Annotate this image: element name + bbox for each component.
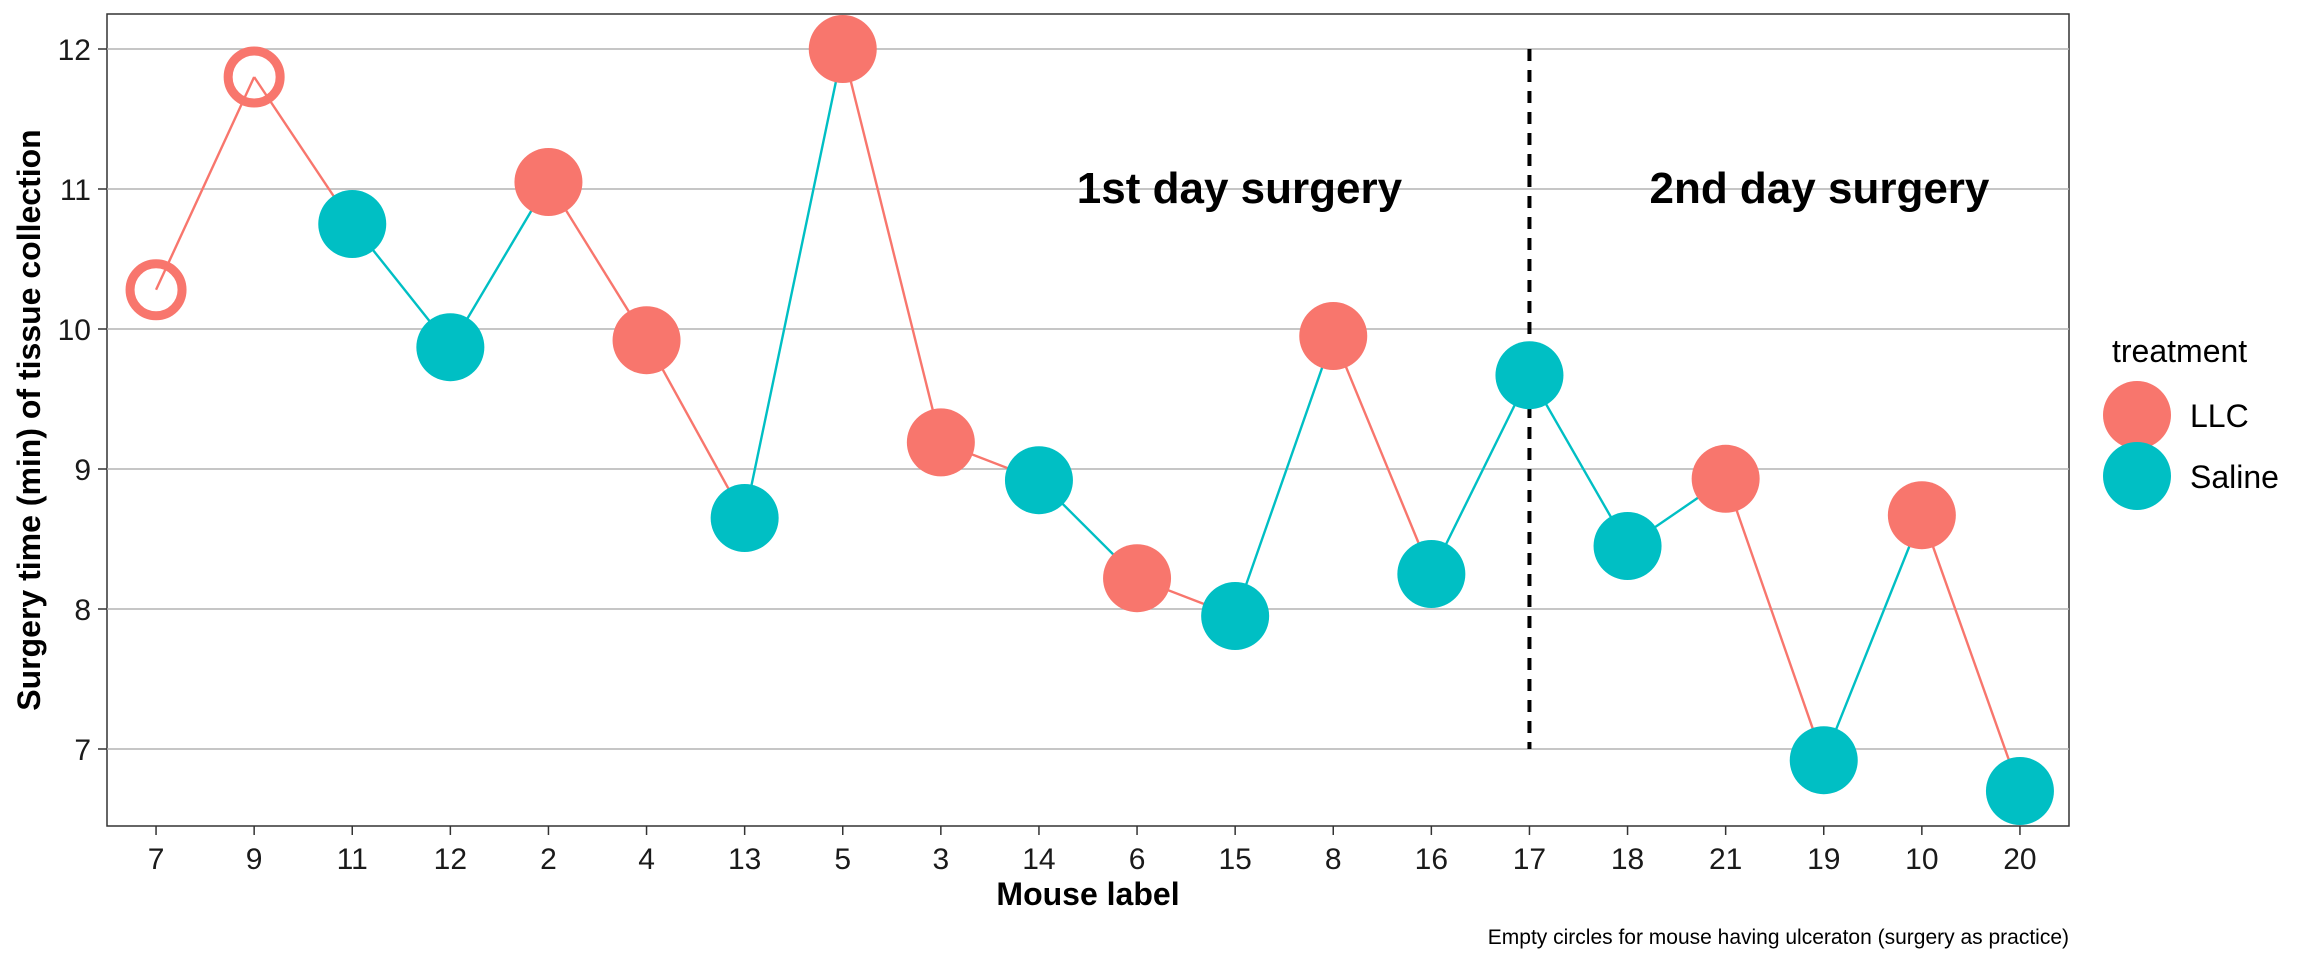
series-segment — [841, 48, 943, 443]
data-point — [710, 484, 779, 552]
point-layer — [125, 15, 2054, 825]
x-tick-label: 15 — [1218, 843, 1251, 876]
data-point — [1201, 582, 1270, 650]
data-point — [1004, 446, 1073, 515]
x-tick-label: 8 — [1325, 843, 1342, 876]
legend-label-llc: LLC — [2190, 398, 2249, 434]
series-segment — [1822, 514, 1923, 761]
data-point — [1495, 341, 1564, 410]
data-point — [125, 259, 187, 321]
annotation-2nd-day: 2nd day surgery — [1649, 164, 1989, 213]
series-segment — [1920, 514, 2022, 792]
x-tick-label: 12 — [434, 843, 467, 876]
series-segment — [1332, 335, 1433, 575]
caption: Empty circles for mouse having ulceraton… — [1488, 926, 2069, 949]
data-point — [514, 148, 583, 216]
x-axis-title: Mouse label — [996, 876, 1179, 912]
y-tick-label: 9 — [74, 454, 91, 487]
data-point — [223, 46, 285, 108]
plot-panel — [106, 13, 2070, 827]
data-point — [1103, 544, 1172, 613]
data-point — [906, 408, 975, 477]
legend-label-saline: Saline — [2190, 459, 2279, 495]
data-point — [1691, 444, 1760, 513]
axis-layer: 7 8 9 10 11 12 7 9 11 12 2 4 13 5 3 14 6 15 8 16 17 18 21 19 10 2… — [58, 34, 2037, 876]
x-tick-label: 5 — [834, 843, 851, 876]
data-point — [1397, 540, 1466, 608]
x-tick-label: 13 — [728, 843, 761, 876]
x-tick-label: 3 — [933, 843, 950, 876]
data-point — [1593, 512, 1662, 580]
series-segment — [743, 48, 844, 519]
annotation-layer: 1st day surgery 2nd day surgery — [1077, 164, 1990, 213]
x-tick-label: 14 — [1022, 843, 1055, 876]
x-tick-label: 2 — [540, 843, 557, 876]
x-tick-label: 17 — [1513, 843, 1546, 876]
legend-key-saline — [2103, 442, 2171, 510]
series-segment — [154, 76, 256, 291]
legend: treatment LLC Saline — [2103, 333, 2279, 510]
data-point — [416, 313, 485, 382]
y-axis-title: Surgery time (min) of tissue collection — [11, 129, 47, 710]
x-tick-label: 4 — [638, 843, 655, 876]
series-segment — [1234, 335, 1335, 617]
y-tick-label: 10 — [58, 314, 91, 347]
y-tick-label: 12 — [58, 34, 91, 67]
data-point — [612, 306, 681, 375]
data-point — [318, 190, 387, 258]
data-point — [1299, 302, 1368, 370]
data-point — [1887, 481, 1956, 550]
x-tick-label: 11 — [337, 843, 368, 876]
x-tick-label: 19 — [1807, 843, 1840, 876]
data-point — [1789, 726, 1858, 795]
data-point — [1985, 757, 2054, 825]
x-tick-label: 21 — [1709, 843, 1742, 876]
x-tick-label: 9 — [246, 843, 263, 876]
x-tick-label: 10 — [1905, 843, 1938, 876]
x-tick-label: 18 — [1611, 843, 1644, 876]
x-tick-label: 16 — [1415, 843, 1448, 876]
y-tick-label: 7 — [74, 734, 91, 767]
legend-title: treatment — [2112, 333, 2247, 369]
series-segment — [1724, 478, 1825, 761]
x-tick-label: 20 — [2003, 843, 2036, 876]
x-tick-label: 6 — [1129, 843, 1146, 876]
y-tick-label: 11 — [60, 174, 91, 207]
series-segment — [1430, 374, 1531, 575]
annotation-1st-day: 1st day surgery — [1077, 164, 1403, 213]
legend-key-llc — [2103, 381, 2171, 449]
x-tick-label: 7 — [148, 843, 165, 876]
data-point — [808, 15, 877, 83]
y-tick-label: 8 — [74, 594, 91, 627]
